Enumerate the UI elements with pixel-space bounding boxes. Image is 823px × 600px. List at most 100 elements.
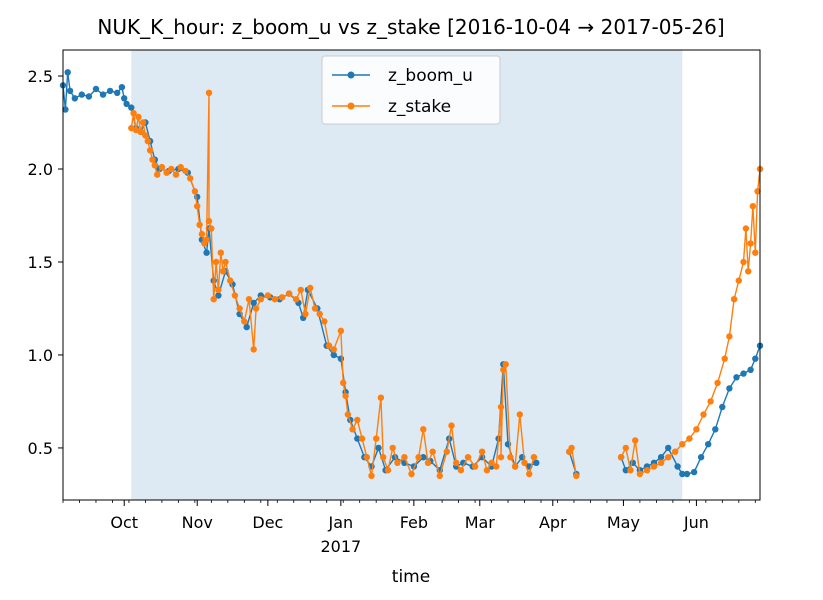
data-point-z-stake	[250, 346, 257, 353]
data-point-z-stake	[672, 448, 679, 455]
data-point-z-stake	[730, 296, 738, 303]
data-point-z-boom-u	[85, 93, 93, 100]
data-point-z-stake	[380, 454, 387, 461]
data-point-z-stake	[457, 467, 465, 474]
data-point-z-stake	[632, 437, 639, 444]
data-point-z-stake	[349, 426, 356, 433]
x-tick-sublabel: 2017	[320, 537, 361, 556]
data-point-z-stake	[752, 249, 759, 256]
data-point-z-boom-u	[629, 459, 636, 466]
data-point-z-stake	[526, 470, 533, 478]
data-point-z-stake	[420, 426, 427, 433]
data-point-z-stake	[443, 448, 450, 455]
data-point-z-stake	[325, 342, 333, 349]
data-point-z-boom-u	[66, 87, 74, 95]
legend: z_boom_u z_stake	[321, 55, 501, 125]
data-point-z-stake	[151, 162, 158, 169]
data-point-z-stake	[191, 188, 199, 195]
data-point-z-stake	[627, 467, 634, 474]
y-tick-label: 2.5	[28, 67, 53, 86]
data-point-z-stake	[137, 128, 144, 135]
data-point-z-stake	[208, 225, 215, 232]
data-point-z-stake	[394, 459, 401, 466]
data-point-z-stake	[142, 132, 149, 139]
data-point-z-boom-u	[533, 459, 540, 466]
data-point-z-stake	[210, 296, 217, 303]
data-point-z-stake	[139, 119, 147, 126]
data-point-z-boom-u	[719, 403, 726, 411]
data-point-z-stake	[363, 454, 370, 461]
data-point-z-boom-u	[330, 351, 337, 359]
data-point-z-stake	[745, 268, 752, 275]
plot-area	[59, 49, 764, 501]
data-point-z-boom-u	[740, 370, 747, 377]
data-point-z-stake	[693, 426, 700, 433]
data-point-z-stake	[144, 137, 151, 145]
data-point-z-stake	[252, 305, 260, 312]
data-point-z-boom-u	[78, 91, 86, 98]
data-point-z-boom-u	[71, 95, 79, 102]
data-point-z-stake	[337, 327, 345, 334]
data-point-z-stake	[222, 258, 229, 266]
data-point-z-boom-u	[64, 69, 71, 76]
data-point-z-stake	[622, 444, 629, 452]
data-point-z-stake	[464, 454, 472, 461]
data-point-z-boom-u	[697, 454, 705, 461]
data-point-z-stake	[205, 89, 213, 97]
data-point-z-boom-u	[460, 459, 467, 466]
y-tick-label: 0.5	[28, 439, 53, 458]
data-point-z-boom-u	[375, 444, 382, 452]
data-point-z-stake	[401, 454, 408, 461]
x-axis-label: time	[392, 567, 430, 587]
data-point-z-boom-u	[92, 85, 100, 93]
x-tick-label: Oct	[110, 513, 138, 532]
data-point-z-stake	[307, 284, 314, 292]
chart-title: NUK_K_hour: z_boom_u vs z_stake [2016-10…	[97, 15, 724, 39]
data-point-z-stake	[340, 379, 347, 387]
axes-frame	[62, 49, 761, 501]
series-z-stake	[128, 89, 764, 479]
data-point-z-stake	[735, 277, 742, 284]
data-point-z-stake	[493, 463, 500, 470]
shaded-time-span	[131, 50, 683, 500]
data-point-z-stake	[245, 296, 253, 303]
data-point-z-stake	[500, 366, 507, 373]
data-point-z-stake	[721, 355, 728, 362]
data-point-z-stake	[749, 203, 757, 210]
data-point-z-stake	[511, 463, 519, 470]
data-point-z-stake	[700, 411, 707, 418]
data-point-z-stake	[424, 459, 432, 466]
data-point-z-stake	[227, 277, 234, 284]
data-point-z-boom-u	[62, 106, 69, 113]
data-point-z-boom-u	[733, 374, 740, 381]
data-point-z-boom-u	[683, 470, 691, 478]
data-point-z-boom-u	[337, 355, 345, 362]
data-point-z-stake	[316, 310, 323, 318]
data-point-z-stake	[330, 346, 337, 353]
data-point-z-boom-u	[657, 454, 665, 461]
legend-box	[321, 55, 501, 125]
data-point-z-stake	[754, 188, 761, 195]
data-point-z-boom-u	[705, 441, 712, 448]
y-tick-label: 1.5	[28, 253, 53, 272]
data-point-z-stake	[384, 467, 392, 474]
data-point-z-stake	[650, 463, 658, 470]
x-tick-label: Apr	[539, 513, 567, 532]
y-tick-label: 2.0	[28, 160, 53, 179]
data-point-z-stake	[643, 467, 651, 474]
legend-label-z-stake: z_stake	[388, 97, 451, 117]
data-point-z-stake	[196, 221, 203, 228]
data-point-z-stake	[436, 472, 443, 479]
data-point-z-stake	[354, 416, 361, 424]
data-point-z-stake	[149, 156, 156, 163]
data-point-z-stake	[182, 167, 189, 175]
x-tick-label: Dec	[252, 513, 283, 532]
data-point-z-boom-u	[712, 426, 719, 433]
data-point-z-stake	[573, 472, 580, 479]
data-point-z-stake	[217, 249, 224, 256]
data-point-z-stake	[714, 379, 721, 387]
data-point-z-boom-u	[752, 355, 759, 362]
data-point-z-stake	[488, 459, 495, 466]
x-tick-label: Jun	[683, 513, 709, 532]
